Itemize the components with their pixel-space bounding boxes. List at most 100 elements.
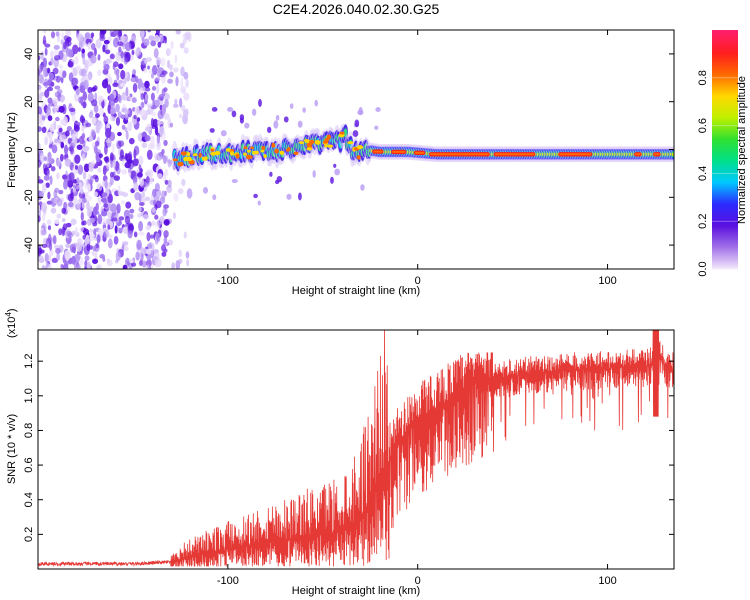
noise-speckle (38, 113, 43, 125)
noise-speckle (144, 59, 148, 65)
noise-speckle (137, 213, 142, 218)
noise-speckle (43, 67, 49, 78)
noise-speckle (115, 116, 121, 126)
track-peak-core (430, 153, 489, 156)
noise-speckle (142, 248, 148, 255)
colorbar-band (712, 177, 738, 180)
noise-speckle (85, 73, 92, 82)
colorbar-band (712, 265, 738, 268)
noise-speckle (109, 175, 114, 186)
noise-speckle (109, 53, 115, 60)
noise-speckle (128, 258, 134, 264)
noise-speckle (72, 188, 77, 193)
noise-speckle (101, 217, 107, 226)
noise-speckle (61, 217, 66, 223)
colorbar-band (712, 133, 738, 137)
figure-title: C2E4.2026.040.02.30.G25 (273, 1, 440, 17)
track-hot-spot (235, 153, 240, 159)
noise-speckle (151, 65, 158, 76)
spectrogram-y-axis-label: Frequency (Hz) (6, 112, 18, 188)
colorbar-band (712, 123, 738, 127)
track-scatter (227, 107, 234, 112)
noise-speckle (96, 234, 101, 244)
colorbar-band (712, 143, 738, 147)
noise-speckle (147, 127, 151, 134)
colorbar-band (712, 211, 738, 214)
noise-speckle (56, 252, 60, 262)
noise-speckle (121, 124, 126, 130)
noise-speckle (38, 94, 43, 103)
colorbar-band (712, 33, 738, 37)
noise-speckle (44, 136, 49, 146)
noise-speckle (144, 196, 151, 201)
colorbar-band (712, 101, 738, 105)
noise-speckle (112, 37, 120, 48)
noise-speckle (47, 97, 53, 104)
noise-speckle (47, 115, 53, 122)
noise-speckle (186, 188, 193, 199)
colorbar-band (712, 129, 738, 133)
noise-speckle (66, 230, 73, 237)
noise-speckle (82, 228, 90, 235)
noise-speckle (69, 192, 74, 200)
colorbar-band (712, 77, 738, 81)
colorbar: 0.0 0.2 0.4 0.6 0.8 Normalized spectral ampl… (697, 30, 748, 277)
noise-speckle (102, 179, 106, 188)
noise-speckle (78, 96, 83, 104)
noise-speckle (53, 190, 58, 198)
noise-speckle (44, 89, 50, 98)
noise-speckle (85, 195, 92, 202)
noise-speckle (175, 30, 181, 35)
noise-speckle (185, 79, 189, 88)
track-hot-spot (324, 144, 329, 148)
noise-speckle (50, 56, 54, 66)
noise-speckle (104, 49, 111, 55)
noise-speckle (102, 44, 106, 53)
noise-speckle (132, 69, 137, 75)
noise-speckle (150, 92, 155, 101)
noise-speckle (45, 237, 52, 248)
noise-speckle (114, 225, 118, 234)
noise-speckle (75, 88, 80, 94)
noise-speckle (140, 101, 145, 109)
y-tick-label: 0.4 (23, 492, 35, 507)
noise-speckle (101, 192, 108, 198)
noise-speckle (135, 251, 140, 261)
noise-speckle (163, 248, 168, 253)
colorbar-band (712, 41, 738, 45)
noise-speckle (128, 137, 135, 145)
noise-speckle (50, 31, 56, 39)
noise-speckle (58, 228, 63, 236)
noise-speckle (76, 242, 82, 253)
track-hot-spot (339, 131, 345, 135)
noise-speckle (144, 93, 149, 102)
noise-speckle (157, 119, 161, 127)
noise-speckle (76, 255, 81, 260)
noise-speckle (170, 41, 174, 50)
noise-speckle (159, 125, 165, 136)
colorbar-band (712, 201, 738, 204)
colorbar-band (712, 231, 738, 234)
noise-speckle (129, 208, 135, 214)
track-scatter (330, 176, 334, 184)
track-hot-spot (198, 153, 202, 158)
noise-speckle (89, 217, 96, 224)
noise-speckle (106, 218, 111, 226)
noise-speckle (156, 173, 163, 180)
noise-speckle (38, 69, 41, 77)
noise-speckle (89, 175, 94, 185)
colorbar-band (712, 253, 738, 256)
colorbar-band (712, 227, 738, 230)
noise-speckle (161, 251, 167, 257)
noise-speckle (181, 178, 186, 187)
noise-speckle (147, 65, 150, 70)
noise-speckle (82, 171, 87, 180)
noise-speckle (77, 263, 81, 269)
track-hot-spot (271, 143, 276, 148)
noise-speckle (105, 127, 112, 139)
noise-speckle (178, 249, 182, 258)
colorbar-band (712, 113, 738, 117)
colorbar-band (712, 43, 738, 47)
noise-speckle (142, 214, 149, 220)
colorbar-band (712, 205, 738, 208)
